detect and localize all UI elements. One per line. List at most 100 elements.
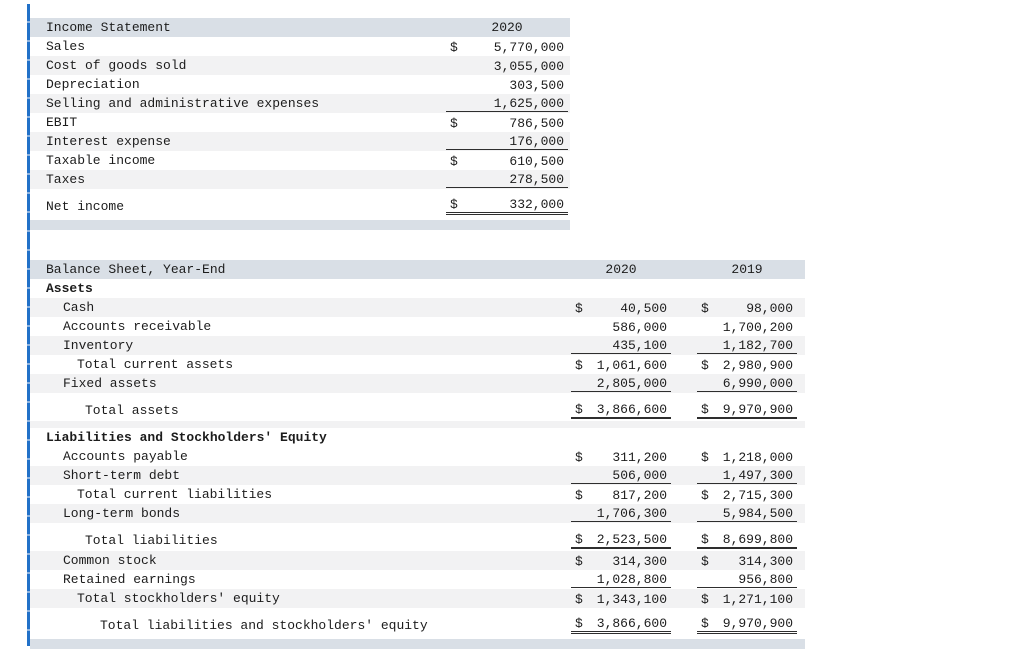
value-cell: 435,100 <box>571 337 671 354</box>
income-statement-header-row: Income Statement 2020 <box>30 18 570 37</box>
amount: 1,497,300 <box>722 468 793 483</box>
value-cell: $40,500 <box>571 299 671 316</box>
balance-sheet-table: Balance Sheet, Year-End 2020 2019 Assets… <box>30 260 805 649</box>
value-cell: $3,866,600 <box>571 615 671 634</box>
amount: 956,800 <box>738 572 793 587</box>
income-statement-table: Income Statement 2020 Sales $5,770,000 Cos… <box>30 18 570 230</box>
value-cell <box>697 280 797 297</box>
dollar-sign: $ <box>450 116 458 131</box>
amount: 314,300 <box>612 554 667 569</box>
row-label: Inventory <box>63 338 134 353</box>
amount: 9,970,900 <box>722 615 793 631</box>
amount: 332,000 <box>509 196 564 212</box>
amount: 314,300 <box>738 554 793 569</box>
row-long-term-bonds: Long-term bonds 1,706,300 5,984,500 <box>30 504 805 523</box>
dollar-sign: $ <box>701 358 709 373</box>
dollar-sign: $ <box>450 154 458 169</box>
row-cash: Cash $40,500 $98,000 <box>30 298 805 317</box>
dollar-sign: $ <box>575 592 583 607</box>
row-label: Cash <box>63 300 95 315</box>
value-cell: $2,715,300 <box>697 486 797 503</box>
row-total-liabilities-and-stockholders-equity: Total liabilities and stockholders' equi… <box>30 614 805 636</box>
value-cell: $9,970,900 <box>697 402 797 419</box>
row-label: Taxable income <box>46 153 156 168</box>
row-label: Accounts payable <box>63 449 188 464</box>
value-cell: $332,000 <box>446 196 568 215</box>
dollar-sign: $ <box>575 358 583 373</box>
amount: 1,625,000 <box>493 96 564 111</box>
amount: 98,000 <box>746 301 793 316</box>
balance-sheet-title: Balance Sheet, Year-End <box>46 262 226 277</box>
row-ebit: EBIT $786,500 <box>30 113 570 132</box>
dollar-sign: $ <box>575 301 583 316</box>
income-statement-rows: Sales $5,770,000 Cost of goods sold 3,055,0… <box>30 37 570 217</box>
row-label: Fixed assets <box>63 376 157 391</box>
balance-sheet-header-row: Balance Sheet, Year-End 2020 2019 <box>30 260 805 279</box>
value-cell: $2,980,900 <box>697 356 797 373</box>
dollar-sign: $ <box>450 196 458 212</box>
amount: 9,970,900 <box>722 401 793 417</box>
amount: 2,805,000 <box>596 376 667 391</box>
amount: 5,984,500 <box>722 506 793 521</box>
amount: 2,980,900 <box>722 358 793 373</box>
amount: 8,699,800 <box>722 531 793 547</box>
balance-sheet-rows: Assets Cash $40,500 $98,000 Accounts receiva… <box>30 279 805 636</box>
row-label: Depreciation <box>46 77 140 92</box>
value-cell: 1,625,000 <box>446 95 568 112</box>
row-label: Cost of goods sold <box>46 58 187 73</box>
value-cell: 2,805,000 <box>571 375 671 392</box>
value-cell: 1,497,300 <box>697 467 797 484</box>
amount: 40,500 <box>620 301 667 316</box>
amount: 5,770,000 <box>493 40 564 55</box>
row-label: Accounts receivable <box>63 319 212 334</box>
value-cell <box>571 429 671 446</box>
amount: 303,500 <box>509 78 564 93</box>
dollar-sign: $ <box>575 450 583 465</box>
row-label: Total current assets <box>77 357 234 372</box>
row-selling-and-administrative-expenses: Selling and administrative expenses 1,625… <box>30 94 570 113</box>
row-fixed-assets: Fixed assets 2,805,000 6,990,000 <box>30 374 805 393</box>
row-label: Total stockholders' equity <box>77 591 280 606</box>
value-cell: $314,300 <box>697 552 797 569</box>
value-cell: 1,700,200 <box>697 318 797 335</box>
value-cell <box>571 280 671 297</box>
amount: 176,000 <box>509 134 564 149</box>
value-cell: $5,770,000 <box>446 38 568 55</box>
amount: 610,500 <box>509 154 564 169</box>
dollar-sign: $ <box>575 401 583 417</box>
row-label: Assets <box>46 281 93 296</box>
row-interest-expense: Interest expense 176,000 <box>30 132 570 151</box>
value-cell: $1,061,600 <box>571 356 671 373</box>
amount: 1,218,000 <box>722 450 793 465</box>
row-label: Common stock <box>63 553 157 568</box>
row-total-liabilities: Total liabilities $2,523,500 $8,699,800 <box>30 529 805 551</box>
row-total-current-liabilities: Total current liabilities $817,200 $2,715,… <box>30 485 805 504</box>
value-cell: $786,500 <box>446 114 568 131</box>
amount: 3,055,000 <box>493 59 564 74</box>
dollar-sign: $ <box>701 450 709 465</box>
dollar-sign: $ <box>575 615 583 631</box>
row-label: Short-term debt <box>63 468 181 483</box>
amount: 1,343,100 <box>596 592 667 607</box>
amount: 1,182,700 <box>722 338 793 353</box>
row-total-assets: Total assets $3,866,600 $9,970,900 <box>30 399 805 421</box>
row-label: Total liabilities and stockholders' equi… <box>100 617 428 633</box>
amount: 586,000 <box>612 320 667 335</box>
value-cell: 586,000 <box>571 318 671 335</box>
value-cell: 1,182,700 <box>697 337 797 354</box>
left-accent-line <box>27 4 30 646</box>
row-total-current-assets: Total current assets $1,061,600 $2,980,900 <box>30 355 805 374</box>
row-label: Retained earnings <box>63 572 196 587</box>
value-cell: 956,800 <box>697 571 797 588</box>
value-cell: $1,218,000 <box>697 448 797 465</box>
dollar-sign: $ <box>701 615 709 631</box>
value-cell <box>697 429 797 446</box>
dollar-sign: $ <box>575 488 583 503</box>
income-statement-title: Income Statement <box>46 20 171 35</box>
row-total-stockholders-equity: Total stockholders' equity $1,343,100 $1,2… <box>30 589 805 608</box>
row-sales: Sales $5,770,000 <box>30 37 570 56</box>
row-depreciation: Depreciation 303,500 <box>30 75 570 94</box>
dollar-sign: $ <box>450 40 458 55</box>
dollar-sign: $ <box>701 531 709 547</box>
row-net-income: Net income $332,000 <box>30 195 570 217</box>
